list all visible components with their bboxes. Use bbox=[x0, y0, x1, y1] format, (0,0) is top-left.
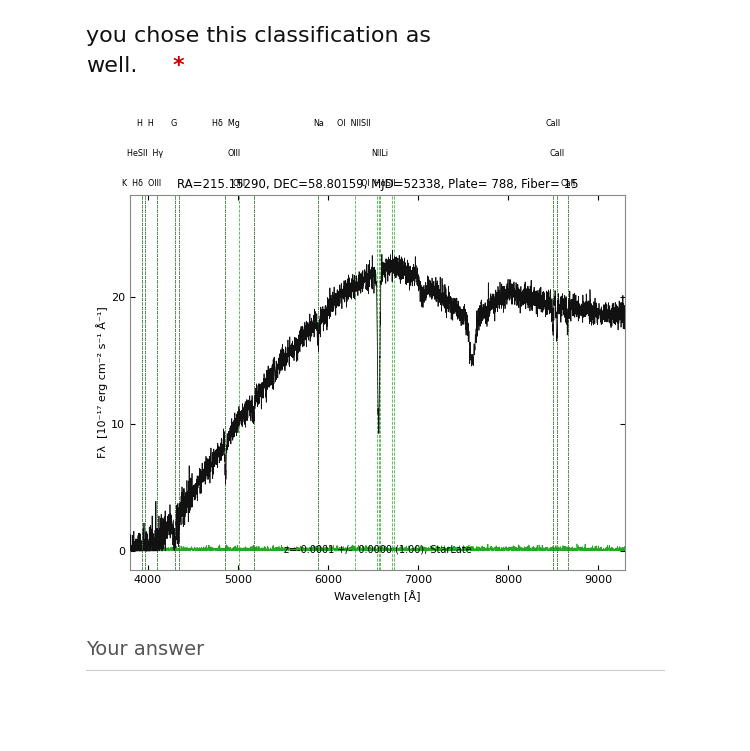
Text: NIILi: NIILi bbox=[371, 149, 388, 158]
Text: K  Hδ  OIII: K Hδ OIII bbox=[122, 179, 161, 188]
Text: z=-0.0001 +/-  0.0000 (1.00), StarLate: z=-0.0001 +/- 0.0000 (1.00), StarLate bbox=[284, 545, 471, 555]
Text: OIII: OIII bbox=[232, 179, 245, 188]
Text: Na: Na bbox=[313, 119, 324, 128]
Text: H  H: H H bbox=[137, 119, 154, 128]
Title: RA=215.15290, DEC=58.80159, MJD=52338, Plate= 788, Fiber= 15: RA=215.15290, DEC=58.80159, MJD=52338, P… bbox=[177, 178, 578, 191]
Y-axis label: Fλ  [10⁻¹⁷ erg cm⁻² s⁻¹ Å⁻¹]: Fλ [10⁻¹⁷ erg cm⁻² s⁻¹ Å⁻¹] bbox=[96, 306, 108, 458]
Text: you chose this classification as: you chose this classification as bbox=[86, 26, 431, 47]
Text: OI  NIISII: OI NIISII bbox=[338, 119, 371, 128]
Text: *: * bbox=[172, 56, 184, 77]
Text: HeSII  Hγ: HeSII Hγ bbox=[127, 149, 164, 158]
Text: OI  HαSII: OI HαSII bbox=[362, 179, 396, 188]
Text: CaII: CaII bbox=[560, 179, 575, 188]
Text: CaII: CaII bbox=[545, 119, 560, 128]
Text: CaII: CaII bbox=[549, 149, 564, 158]
Text: Hδ  Mg: Hδ Mg bbox=[212, 119, 240, 128]
Text: Your answer: Your answer bbox=[86, 640, 205, 659]
X-axis label: Wavelength [Å]: Wavelength [Å] bbox=[334, 590, 421, 602]
Text: G: G bbox=[171, 119, 177, 128]
Text: OIII: OIII bbox=[228, 149, 241, 158]
Text: well.: well. bbox=[86, 56, 138, 77]
